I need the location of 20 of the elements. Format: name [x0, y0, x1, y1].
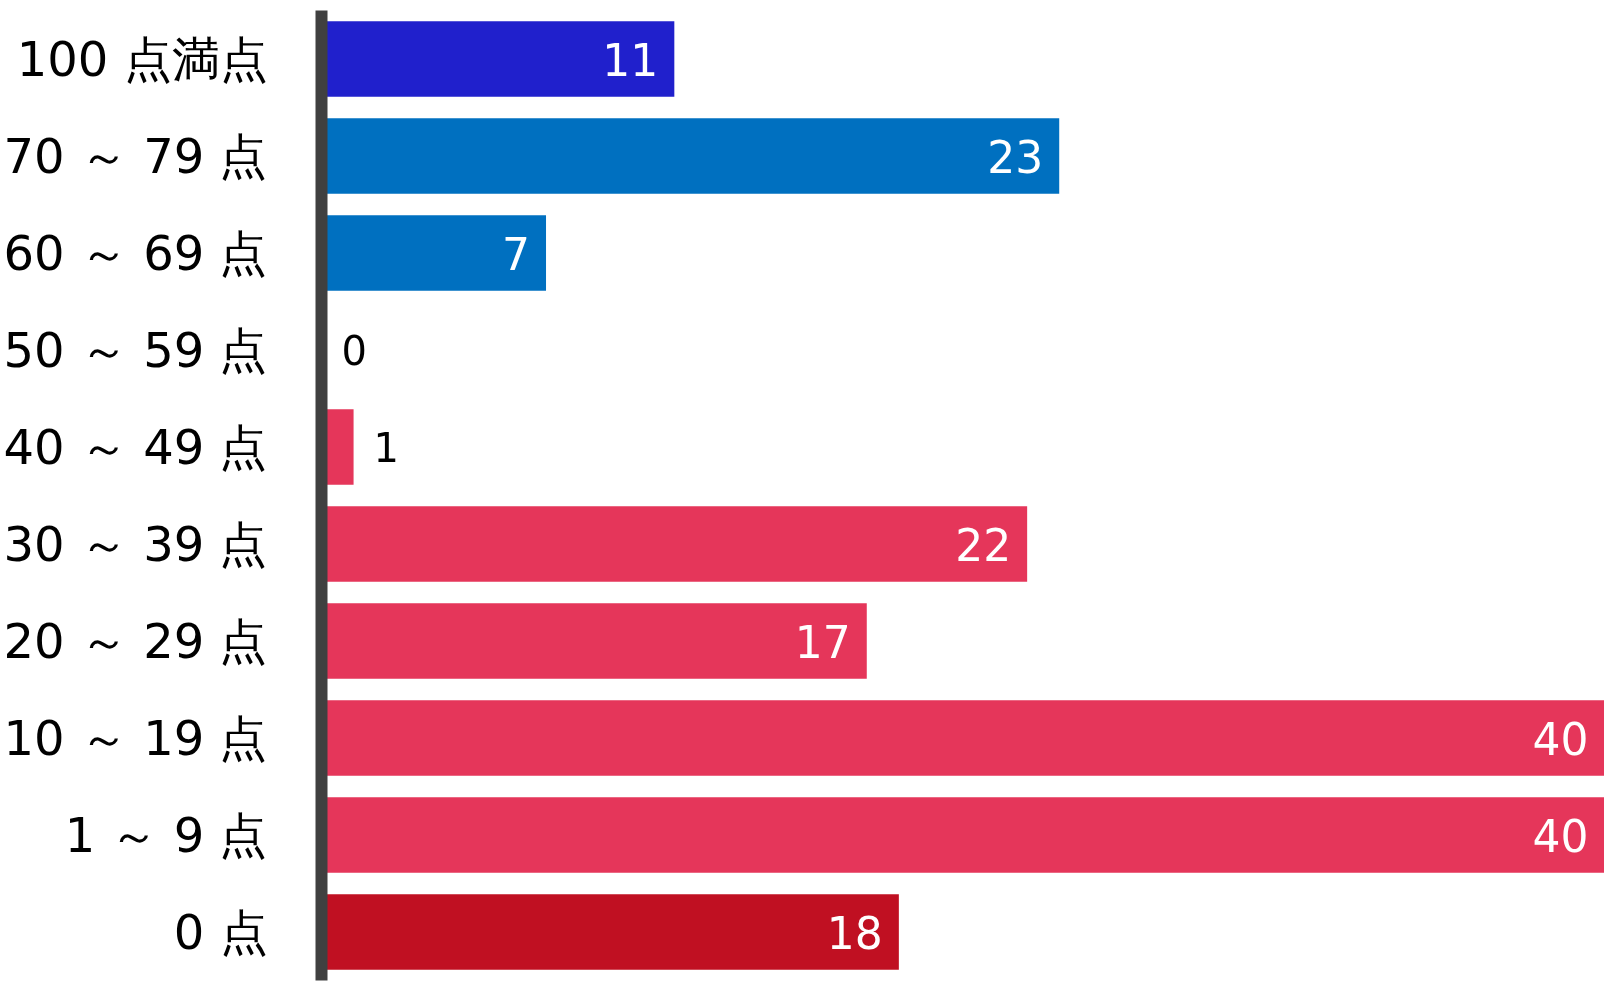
data-label: 40	[1532, 810, 1589, 862]
data-label: 0	[341, 328, 367, 374]
y-tick-label: 40 ～ 49 点	[3, 419, 268, 475]
y-tick-label: 10 ～ 19 点	[3, 710, 268, 766]
data-label: 23	[987, 131, 1044, 183]
data-label: 7	[502, 228, 531, 280]
y-tick-label: 20 ～ 29 点	[3, 613, 268, 669]
y-tick-label: 60 ～ 69 点	[3, 225, 268, 281]
y-tick-label: 100 点満点	[16, 31, 268, 87]
data-label: 18	[826, 907, 883, 959]
y-tick-label: 0 点	[173, 904, 268, 960]
data-label: 1	[373, 425, 400, 471]
y-tick-label: 70 ～ 79 点	[3, 128, 268, 184]
y-tick-label: 1 ～ 9 点	[64, 807, 268, 863]
y-tick-label: 50 ～ 59 点	[3, 322, 268, 378]
data-label: 40	[1532, 713, 1589, 765]
data-label: 11	[602, 34, 659, 86]
data-label: 17	[794, 616, 851, 668]
y-tick-label: 30 ～ 39 点	[3, 516, 268, 572]
data-label: 22	[955, 519, 1012, 571]
